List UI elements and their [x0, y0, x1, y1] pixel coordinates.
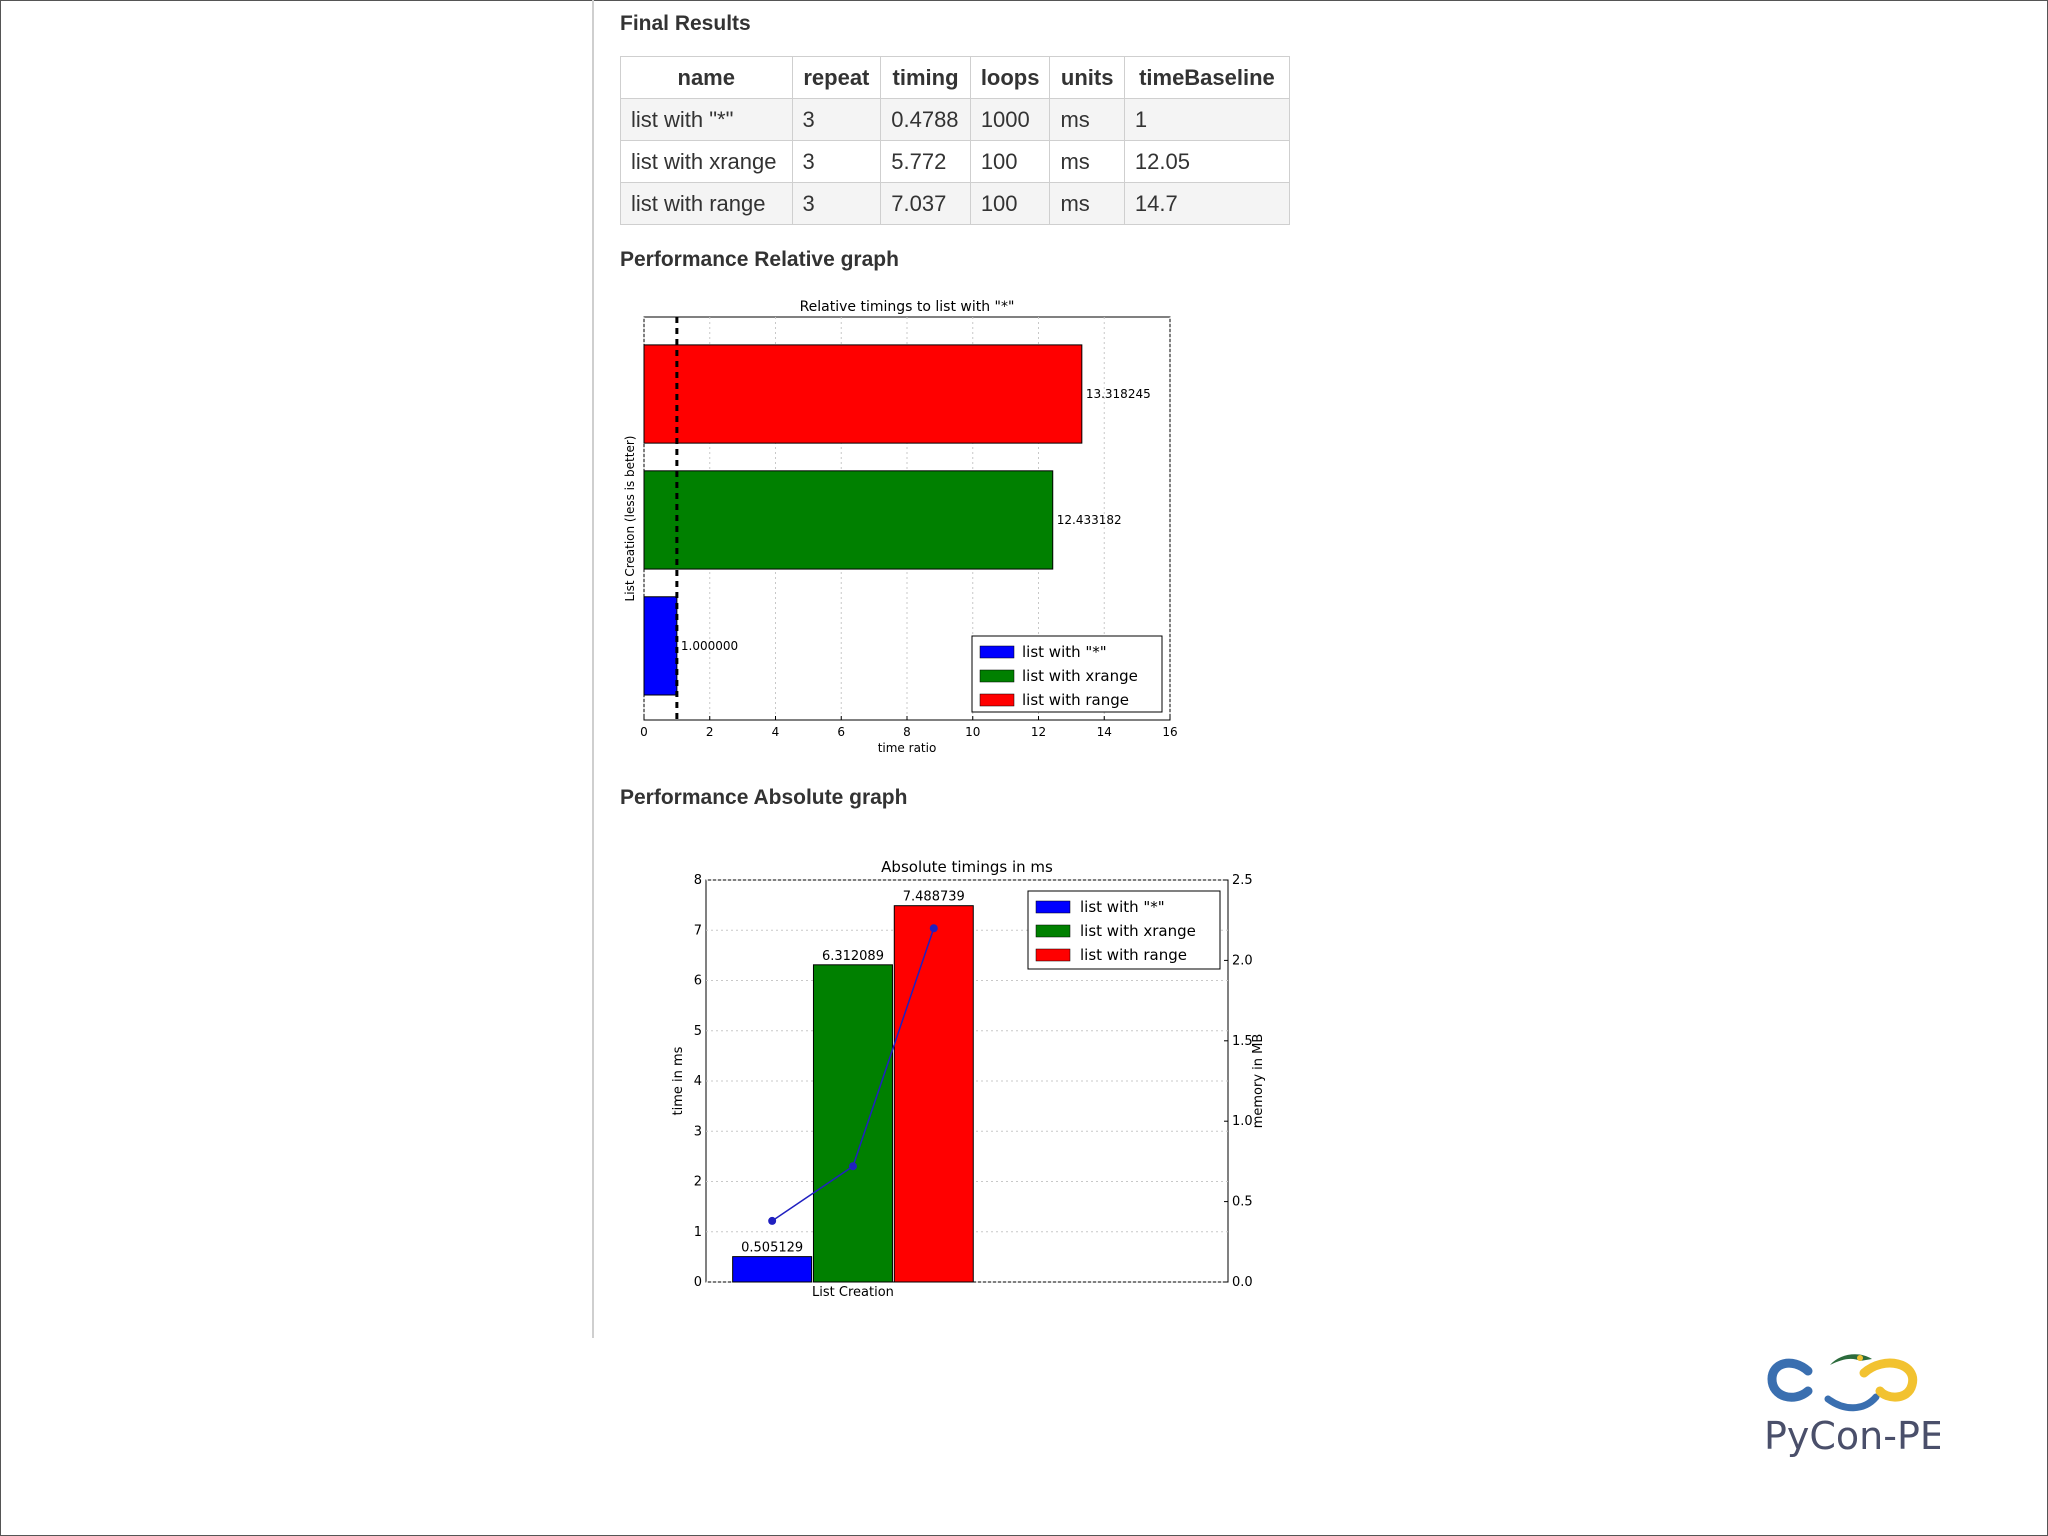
- column-header-name: name: [620, 56, 793, 99]
- table-cell: 12.05: [1123, 140, 1290, 183]
- legend-swatch: [979, 693, 1015, 707]
- pycon-pe-logo: PyCon-PE: [1764, 1354, 1940, 1458]
- table-header-row: name repeat timing loops units timeBasel…: [620, 56, 1290, 99]
- bar-value-label: 1.000000: [681, 639, 738, 653]
- legend-swatch: [1035, 900, 1071, 914]
- column-header-units: units: [1049, 56, 1125, 99]
- x-tick-label: 2: [706, 725, 714, 739]
- legend-label: list with range: [1022, 691, 1129, 709]
- table-cell: 100: [969, 182, 1051, 225]
- x-tick-label: 10: [965, 725, 980, 739]
- y2-axis-label: memory in MB: [1251, 1034, 1266, 1129]
- memory-point: [848, 1162, 857, 1171]
- table-cell: 3: [791, 140, 882, 183]
- final-results-heading: Final Results: [620, 12, 751, 35]
- y-axis-label: time in ms: [671, 1046, 686, 1115]
- memory-point: [768, 1216, 777, 1225]
- table-cell: list with "*": [620, 98, 793, 141]
- results-table-container: name repeat timing loops units timeBasel…: [620, 56, 1290, 230]
- legend-label: list with range: [1080, 946, 1187, 964]
- absolute-graph-heading: Performance Absolute graph: [620, 786, 908, 809]
- table-cell: ms: [1049, 140, 1125, 183]
- legend-label: list with "*": [1080, 898, 1165, 916]
- chart-legend: list with "*" list with xrange list with r…: [971, 635, 1163, 713]
- bar-value-label: 0.505129: [741, 1241, 803, 1256]
- x-tick-label: 14: [1097, 725, 1112, 739]
- bar-list-range: [643, 344, 1083, 444]
- table-cell: 100: [969, 140, 1051, 183]
- bar-value-label: 7.488739: [903, 890, 965, 905]
- y-tick-label: 8: [694, 873, 702, 888]
- y-tick-label: 1: [694, 1225, 702, 1240]
- table-cell: 14.7: [1123, 182, 1290, 225]
- chart-title: Absolute timings in ms: [881, 858, 1053, 876]
- table-cell: 5.772: [880, 140, 971, 183]
- y-axis-label: List Creation (less is better): [623, 436, 637, 602]
- x-tick-label: 6: [837, 725, 845, 739]
- x-tick-label: 4: [772, 725, 780, 739]
- y-tick-label: 2: [694, 1175, 702, 1190]
- y-tick-label: 5: [694, 1024, 702, 1039]
- x-tick-label: 16: [1162, 725, 1177, 739]
- table-cell: 1000: [969, 98, 1051, 141]
- bar-value-label: 12.433182: [1057, 513, 1122, 527]
- bar-list-xrange: [643, 470, 1054, 570]
- column-header-timing: timing: [880, 56, 971, 99]
- logo-text: PyCon-PE: [1764, 1414, 1940, 1458]
- y-tick-label: 0: [694, 1275, 702, 1290]
- chart-title: Relative timings to list with "*": [800, 299, 1015, 315]
- column-header-timebaseline: timeBaseline: [1123, 56, 1290, 99]
- bar-value-label: 6.312089: [822, 949, 884, 964]
- y-tick-label: 3: [694, 1124, 702, 1139]
- memory-point: [929, 924, 938, 933]
- y2-tick-label: 0.5: [1232, 1195, 1253, 1210]
- bar-list-star: [732, 1256, 813, 1283]
- table-cell: ms: [1049, 182, 1125, 225]
- column-header-repeat: repeat: [791, 56, 882, 99]
- y-tick-label: 4: [694, 1074, 702, 1089]
- legend-swatch: [1035, 948, 1071, 962]
- table-cell: list with xrange: [620, 140, 793, 183]
- legend-label: list with xrange: [1080, 922, 1196, 940]
- legend-label: list with "*": [1022, 643, 1107, 661]
- legend-swatch: [979, 645, 1015, 659]
- bar-value-label: 13.318245: [1086, 387, 1151, 401]
- table-cell: 3: [791, 182, 882, 225]
- x-tick-label: 0: [640, 725, 648, 739]
- x-tick-label: 12: [1031, 725, 1046, 739]
- table-cell: list with range: [620, 182, 793, 225]
- table-row: list with xrange 3 5.772 100 ms 12.05: [620, 140, 1290, 183]
- y-tick-label: 6: [694, 974, 702, 989]
- bar-list-star: [643, 596, 678, 696]
- table-cell: 1: [1123, 98, 1290, 141]
- relative-timings-chart: 0 2 4 6 8 10 12 14 16 1.000000 12.433182 13.318245 R…: [623, 299, 1178, 755]
- table-cell: 7.037: [880, 182, 971, 225]
- chart-legend: list with "*" list with xrange list with r…: [1027, 890, 1221, 970]
- legend-swatch: [1035, 924, 1071, 938]
- results-table: name repeat timing loops units timeBasel…: [620, 56, 1290, 225]
- y2-tick-label: 2.5: [1232, 873, 1253, 888]
- relative-graph-heading: Performance Relative graph: [620, 248, 899, 271]
- table-cell: 0.4788: [880, 98, 971, 141]
- y-tick-label: 7: [694, 923, 702, 938]
- page-divider: [592, 0, 594, 1338]
- bar-list-range: [893, 905, 974, 1283]
- absolute-timings-chart: 0 1 2 3 4 5 6 7 8 0.0 0.5 1.0 1.5 2.0 2.5 0.505129 6.312…: [671, 858, 1266, 1300]
- x-axis-label: time ratio: [878, 741, 937, 755]
- table-row: list with "*" 3 0.4788 1000 ms 1: [620, 98, 1290, 141]
- x-axis-label: List Creation: [812, 1285, 894, 1300]
- y2-tick-label: 2.0: [1232, 953, 1253, 968]
- table-cell: ms: [1049, 98, 1125, 141]
- legend-swatch: [979, 669, 1015, 683]
- bar-list-xrange: [812, 964, 893, 1283]
- y2-tick-label: 0.0: [1232, 1275, 1253, 1290]
- table-row: list with range 3 7.037 100 ms 14.7: [620, 182, 1290, 225]
- legend-label: list with xrange: [1022, 667, 1138, 685]
- x-tick-label: 8: [903, 725, 911, 739]
- table-cell: 3: [791, 98, 882, 141]
- y2-tick-label: 1.0: [1232, 1114, 1253, 1129]
- column-header-loops: loops: [969, 56, 1051, 99]
- y2-tick-label: 1.5: [1232, 1034, 1253, 1049]
